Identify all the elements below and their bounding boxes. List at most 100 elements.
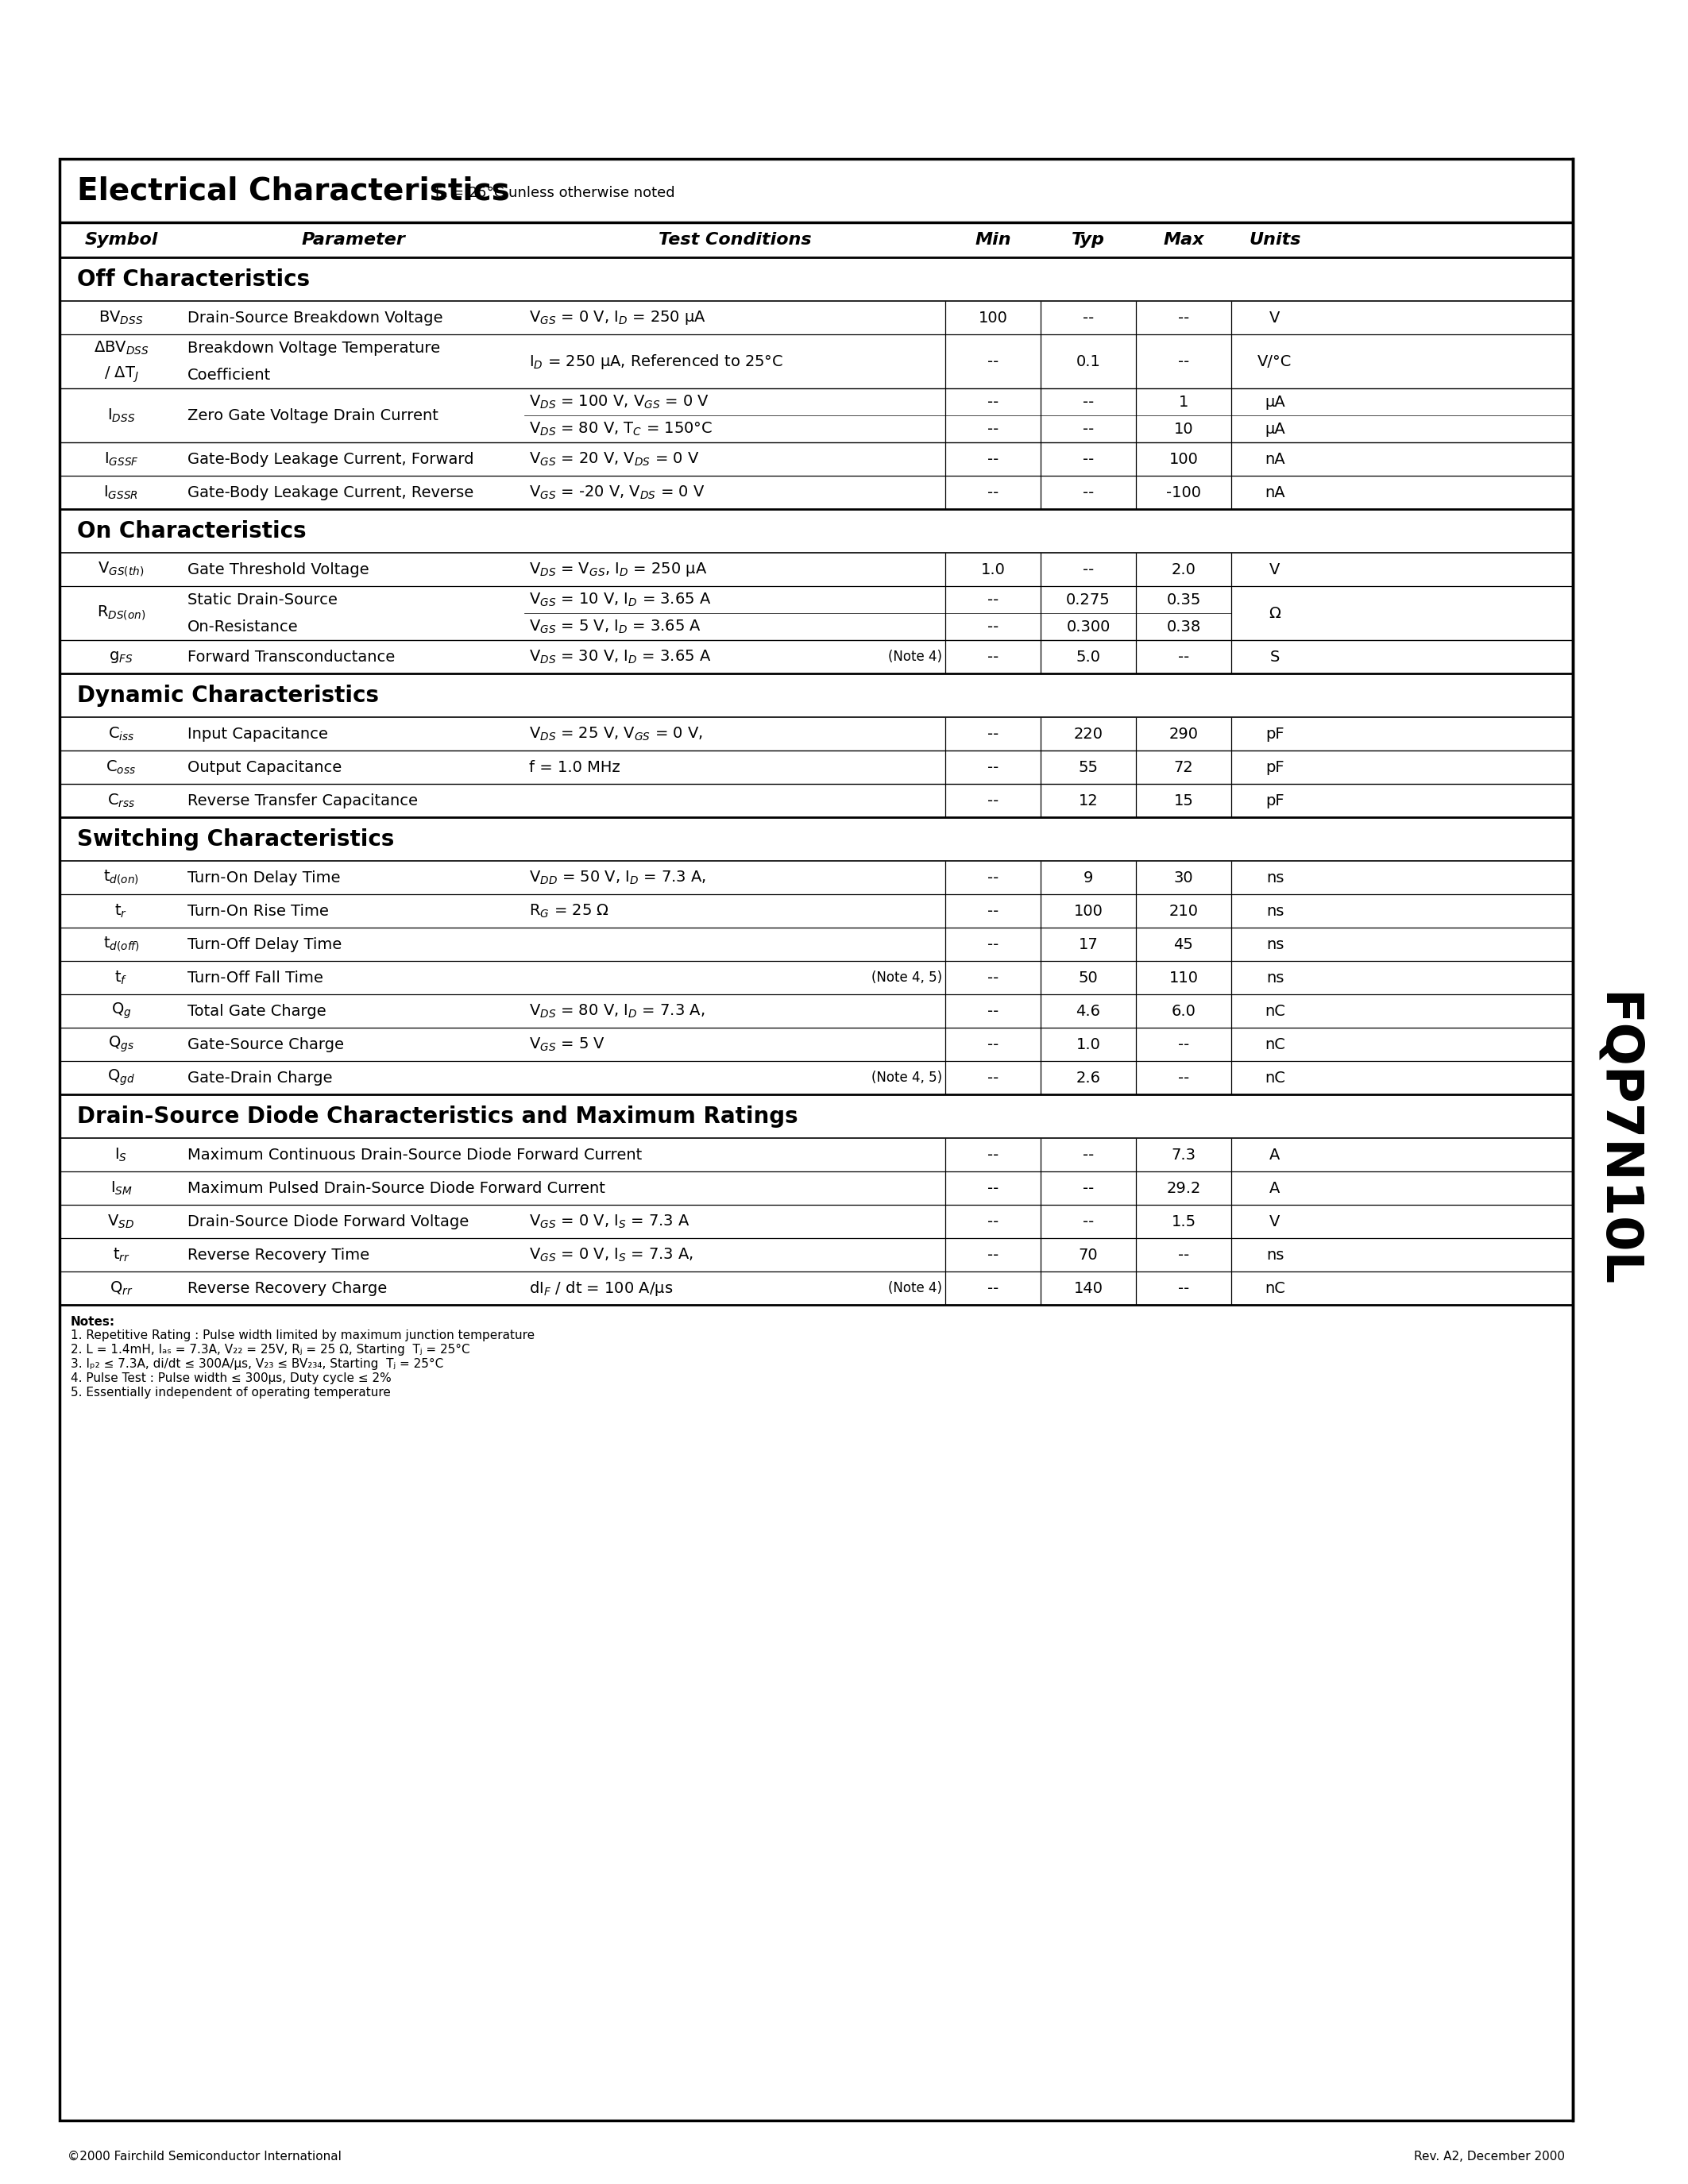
Text: Tₙ = 25°C unless otherwise noted: Tₙ = 25°C unless otherwise noted [432,186,675,201]
Text: pF: pF [1266,760,1285,775]
Text: --: -- [987,760,999,775]
Text: I$_{GSSF}$: I$_{GSSF}$ [103,450,138,467]
Text: nC: nC [1264,1037,1285,1053]
Text: Drain-Source Breakdown Voltage: Drain-Source Breakdown Voltage [187,310,442,325]
Text: 5.0: 5.0 [1075,649,1101,664]
Text: pF: pF [1266,727,1285,740]
Text: Q$_g$: Q$_g$ [111,1000,132,1020]
Text: --: -- [987,1280,999,1295]
Text: Test Conditions: Test Conditions [658,232,812,247]
Text: Max: Max [1163,232,1204,247]
Text: 12: 12 [1079,793,1099,808]
Text: --: -- [1082,561,1094,577]
Text: 9: 9 [1084,869,1094,885]
Text: Switching Characteristics: Switching Characteristics [78,828,395,850]
Text: Forward Transconductance: Forward Transconductance [187,649,395,664]
Text: 2.0: 2.0 [1171,561,1195,577]
Text: --: -- [987,422,999,437]
Text: C$_{rss}$: C$_{rss}$ [106,793,135,808]
Text: FQP7N10L: FQP7N10L [1592,992,1641,1286]
Text: 45: 45 [1173,937,1193,952]
Text: -100: -100 [1166,485,1202,500]
Text: 0.300: 0.300 [1067,618,1111,633]
Text: --: -- [1082,310,1094,325]
Text: 72: 72 [1173,760,1193,775]
Text: ns: ns [1266,869,1285,885]
Text: V$_{GS}$ = 5 V: V$_{GS}$ = 5 V [528,1035,606,1053]
Text: --: -- [987,1037,999,1053]
Text: --: -- [987,1002,999,1018]
Text: 5. Essentially independent of operating temperature: 5. Essentially independent of operating … [71,1387,390,1398]
Text: Reverse Recovery Charge: Reverse Recovery Charge [187,1280,387,1295]
Text: Breakdown Voltage Temperature: Breakdown Voltage Temperature [187,341,441,356]
Text: --: -- [987,618,999,633]
Text: t$_{d(on)}$: t$_{d(on)}$ [103,869,138,887]
Text: --: -- [1178,1247,1190,1262]
Text: --: -- [987,937,999,952]
Text: t$_r$: t$_r$ [115,902,128,919]
Text: V$_{DS}$ = 80 V, T$_C$ = 150°C: V$_{DS}$ = 80 V, T$_C$ = 150°C [528,419,712,437]
Text: --: -- [1082,422,1094,437]
Text: A: A [1269,1147,1280,1162]
Text: 15: 15 [1173,793,1193,808]
Text: 17: 17 [1079,937,1099,952]
Text: --: -- [987,395,999,408]
Text: Rev. A2, December 2000: Rev. A2, December 2000 [1415,2151,1565,2162]
Text: Q$_{rr}$: Q$_{rr}$ [110,1280,133,1297]
Text: I$_D$ = 250 μA, Referenced to 25°C: I$_D$ = 250 μA, Referenced to 25°C [528,352,783,371]
Text: --: -- [987,793,999,808]
Text: Static Drain-Source: Static Drain-Source [187,592,338,607]
Text: --: -- [987,592,999,607]
Text: Coefficient: Coefficient [187,367,272,382]
Text: 2.6: 2.6 [1075,1070,1101,1085]
Text: 0.35: 0.35 [1166,592,1200,607]
Text: I$_{SM}$: I$_{SM}$ [110,1179,132,1197]
Text: --: -- [1082,1182,1094,1195]
Text: V: V [1269,1214,1280,1230]
Text: BV$_{DSS}$: BV$_{DSS}$ [100,310,143,325]
Text: 1.0: 1.0 [981,561,1006,577]
Text: ns: ns [1266,937,1285,952]
Text: --: -- [1178,1070,1190,1085]
Text: (Note 4, 5): (Note 4, 5) [871,1070,942,1085]
Text: V$_{GS}$ = 0 V, I$_D$ = 250 μA: V$_{GS}$ = 0 V, I$_D$ = 250 μA [528,308,706,325]
Text: t$_{d(off)}$: t$_{d(off)}$ [103,935,140,952]
Text: --: -- [1178,1280,1190,1295]
Text: / ΔT$_J$: / ΔT$_J$ [103,365,138,384]
Text: --: -- [1178,310,1190,325]
Text: 220: 220 [1074,727,1102,740]
Text: 110: 110 [1168,970,1198,985]
Text: 290: 290 [1168,727,1198,740]
Text: A: A [1269,1182,1280,1195]
Text: V$_{GS}$ = 5 V, I$_D$ = 3.65 A: V$_{GS}$ = 5 V, I$_D$ = 3.65 A [528,618,701,636]
Text: Notes:: Notes: [71,1317,115,1328]
Text: C$_{iss}$: C$_{iss}$ [108,725,135,743]
Text: pF: pF [1266,793,1285,808]
Text: Parameter: Parameter [302,232,405,247]
Text: V: V [1269,561,1280,577]
Text: Turn-Off Delay Time: Turn-Off Delay Time [187,937,341,952]
Text: ΔBV$_{DSS}$: ΔBV$_{DSS}$ [93,339,149,356]
Text: 0.275: 0.275 [1067,592,1111,607]
Text: nC: nC [1264,1280,1285,1295]
Text: C$_{oss}$: C$_{oss}$ [106,758,137,775]
Text: Zero Gate Voltage Drain Current: Zero Gate Voltage Drain Current [187,408,439,424]
Text: Symbol: Symbol [84,232,159,247]
Text: V$_{SD}$: V$_{SD}$ [108,1212,135,1230]
Text: V/°C: V/°C [1258,354,1293,369]
Text: --: -- [987,1147,999,1162]
Text: 30: 30 [1173,869,1193,885]
Text: V$_{DS}$ = V$_{GS}$, I$_D$ = 250 μA: V$_{DS}$ = V$_{GS}$, I$_D$ = 250 μA [528,561,707,579]
Text: Units: Units [1249,232,1301,247]
Text: On-Resistance: On-Resistance [187,618,299,633]
Text: (Note 4): (Note 4) [888,1282,942,1295]
Text: Turn-Off Fall Time: Turn-Off Fall Time [187,970,322,985]
Text: 0.38: 0.38 [1166,618,1200,633]
Text: V$_{GS(th)}$: V$_{GS(th)}$ [98,561,143,579]
Text: Reverse Recovery Time: Reverse Recovery Time [187,1247,370,1262]
Text: ns: ns [1266,904,1285,919]
Text: Drain-Source Diode Forward Voltage: Drain-Source Diode Forward Voltage [187,1214,469,1230]
Text: 210: 210 [1168,904,1198,919]
Text: --: -- [987,869,999,885]
Text: 1.0: 1.0 [1075,1037,1101,1053]
